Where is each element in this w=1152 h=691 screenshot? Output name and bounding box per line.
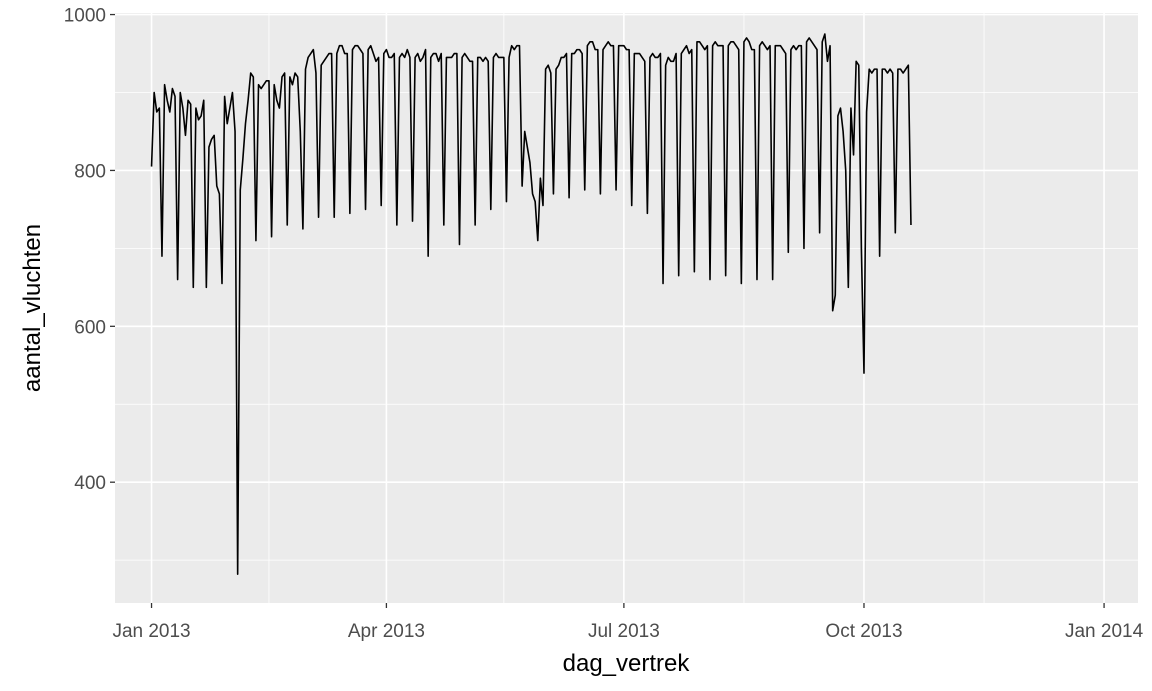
- x-tick-label: Jan 2013: [112, 621, 190, 642]
- x-tick-label: Apr 2013: [348, 621, 425, 642]
- y-axis: 400 600 800 1000: [64, 6, 115, 494]
- plot-panel: [115, 13, 1138, 603]
- y-axis-title: aantal_vluchten: [19, 224, 46, 392]
- y-tick-label: 800: [74, 161, 106, 182]
- y-tick-label: 600: [74, 317, 106, 338]
- y-tick-label: 1000: [64, 6, 106, 27]
- major-gridlines: [115, 13, 1138, 603]
- x-axis-title: dag_vertrek: [563, 650, 691, 677]
- x-axis: Jan 2013 Apr 2013 Jul 2013 Oct 2013 Jan 2014: [112, 603, 1144, 642]
- x-tick-label: Jan 2014: [1065, 621, 1144, 642]
- x-tick-label: Jul 2013: [588, 621, 660, 642]
- x-tick-label: Oct 2013: [825, 621, 902, 642]
- y-tick-label: 400: [74, 473, 106, 494]
- series-line: [150, 33, 912, 575]
